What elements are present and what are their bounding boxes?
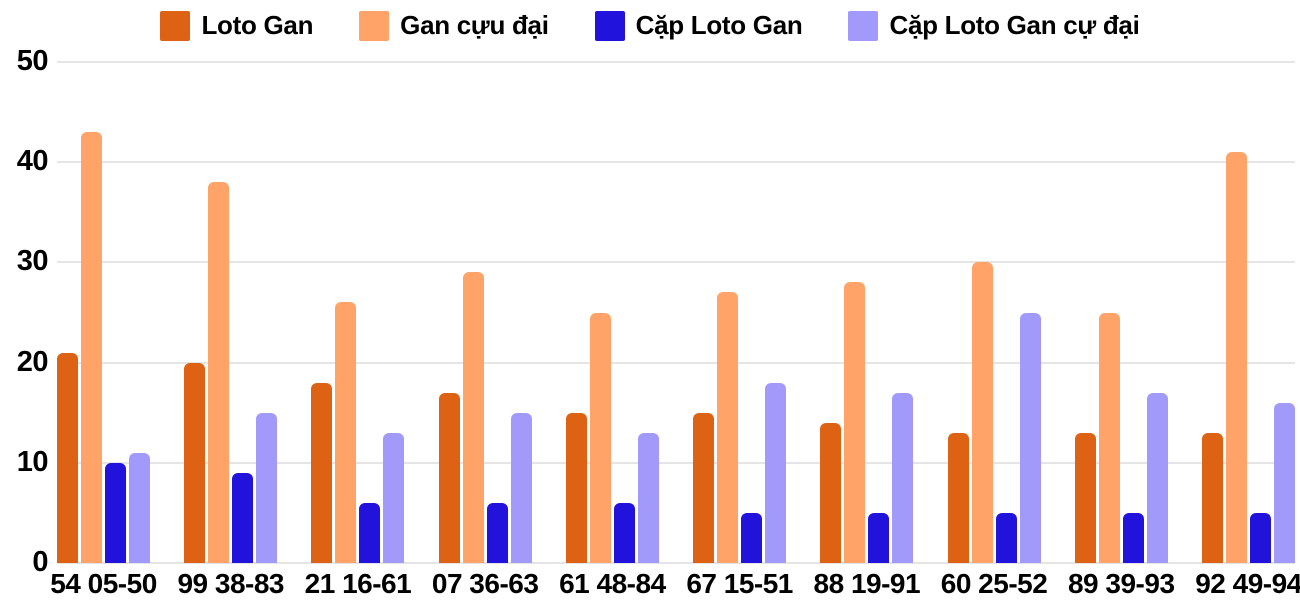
bar-group-6: 67 15-51: [686, 62, 793, 598]
bar-loto-gan-3[interactable]: [311, 382, 333, 563]
legend-label: Cặp Loto Gan: [635, 10, 803, 40]
legend-swatch-icon: [160, 10, 191, 41]
bar-loto-gan-8[interactable]: [947, 432, 969, 563]
bar-cặp-loto-gan-cự-đại-4[interactable]: [510, 412, 532, 563]
bar-gan-cựu-đại-2[interactable]: [208, 182, 230, 563]
bar-cặp-loto-gan-2[interactable]: [232, 472, 254, 563]
bar-cặp-loto-gan-7[interactable]: [868, 512, 890, 563]
legend-item-4[interactable]: Cặp Loto Gan cự đại: [848, 10, 1140, 41]
bar-gan-cựu-đại-8[interactable]: [971, 262, 993, 563]
bar-group-5: 61 48-84: [559, 62, 666, 598]
legend-swatch-icon: [359, 10, 390, 41]
bar-cặp-loto-gan-cự-đại-2[interactable]: [256, 412, 278, 563]
bar-cặp-loto-gan-cự-đại-8[interactable]: [1019, 312, 1041, 563]
bar-group-1: 54 05-50: [50, 62, 157, 598]
bar-cặp-loto-gan-8[interactable]: [995, 512, 1017, 563]
legend-swatch-icon: [594, 10, 625, 41]
gridline-y20: [57, 361, 1295, 364]
y-axis-tick-label: 20: [16, 345, 49, 378]
bar-loto-gan-7[interactable]: [820, 422, 842, 563]
bar-cặp-loto-gan-cự-đại-1[interactable]: [129, 452, 150, 563]
bar-cặp-loto-gan-cự-đại-6[interactable]: [765, 382, 787, 563]
bar-gan-cựu-đại-10[interactable]: [1225, 152, 1247, 563]
legend-item-3[interactable]: Cặp Loto Gan: [594, 10, 803, 41]
bar-group-7: 88 19-91: [814, 62, 921, 598]
bar-loto-gan-6[interactable]: [693, 412, 715, 563]
bar-loto-gan-2[interactable]: [184, 362, 206, 563]
bar-cặp-loto-gan-6[interactable]: [741, 512, 763, 563]
legend-label: Gan cựu đại: [400, 10, 549, 40]
x-axis-category-label: 88 19-91: [813, 568, 921, 599]
gridline-y50: [57, 61, 1295, 63]
bar-loto-gan-1[interactable]: [57, 352, 78, 563]
bar-cặp-loto-gan-4[interactable]: [486, 502, 508, 563]
bar-group-8: 60 25-52: [941, 62, 1048, 598]
bar-cặp-loto-gan-1[interactable]: [105, 462, 126, 563]
bar-gan-cựu-đại-3[interactable]: [335, 302, 357, 563]
bar-loto-gan-10[interactable]: [1201, 432, 1223, 563]
x-axis-category-label: 99 38-83: [177, 568, 284, 599]
legend-item-1[interactable]: Loto Gan: [160, 10, 313, 41]
bar-loto-gan-9[interactable]: [1074, 432, 1096, 563]
gridline-y40: [57, 161, 1295, 164]
x-axis-category-label: 89 39-93: [1067, 568, 1175, 599]
bar-group-9: 89 39-93: [1068, 62, 1175, 598]
legend-label: Loto Gan: [201, 10, 314, 40]
gridline-y10: [57, 461, 1295, 464]
y-axis-tick-label: 30: [16, 245, 49, 278]
bar-cặp-loto-gan-cự-đại-7[interactable]: [892, 392, 914, 563]
gridline-y30: [57, 261, 1295, 264]
bar-loto-gan-5[interactable]: [565, 412, 587, 563]
bar-cặp-loto-gan-9[interactable]: [1122, 512, 1144, 563]
bars-row: 54 05-50 99 38-83 21 16-61 07 36-63 61 48-84…: [50, 62, 1300, 598]
x-axis-category-label: 07 36-63: [431, 568, 539, 599]
bar-cặp-loto-gan-5[interactable]: [613, 502, 635, 563]
bar-cặp-loto-gan-cự-đại-9[interactable]: [1146, 392, 1168, 563]
x-axis-category-label: 92 49-94: [1195, 568, 1300, 599]
x-axis-category-label: 21 16-61: [304, 568, 412, 599]
bar-group-3: 21 16-61: [305, 62, 412, 598]
bar-cặp-loto-gan-3[interactable]: [359, 502, 381, 563]
bar-cặp-loto-gan-cự-đại-3[interactable]: [383, 432, 405, 563]
x-axis-category-label: 67 15-51: [686, 568, 793, 599]
bar-group-10: 92 49-94: [1195, 62, 1300, 598]
bar-gan-cựu-đại-1[interactable]: [81, 132, 102, 563]
gridline-y0: [57, 562, 1295, 564]
bar-gan-cựu-đại-7[interactable]: [844, 282, 866, 563]
bar-cặp-loto-gan-cự-đại-5[interactable]: [637, 432, 659, 563]
bar-gan-cựu-đại-5[interactable]: [589, 312, 611, 563]
bar-gan-cựu-đại-9[interactable]: [1098, 312, 1120, 563]
legend-swatch-icon: [848, 10, 879, 41]
y-axis-tick-label: 50: [16, 44, 49, 77]
y-axis-tick-label: 0: [32, 545, 48, 578]
bar-loto-gan-4[interactable]: [438, 392, 460, 563]
plot-area: 54 05-50 99 38-83 21 16-61 07 36-63 61 48-84…: [17, 46, 1300, 598]
bar-gan-cựu-đại-4[interactable]: [462, 272, 484, 563]
bar-gan-cựu-đại-6[interactable]: [717, 292, 739, 563]
x-axis-category-label: 61 48-84: [559, 568, 666, 599]
bar-group-2: 99 38-83: [177, 62, 284, 598]
x-axis-category-label: 54 05-50: [50, 568, 157, 599]
bar-group-4: 07 36-63: [432, 62, 539, 598]
y-axis-tick-label: 40: [16, 145, 49, 178]
y-axis-tick-label: 10: [16, 445, 49, 478]
bar-cặp-loto-gan-10[interactable]: [1249, 512, 1271, 563]
legend-label: Cặp Loto Gan cự đại: [889, 10, 1140, 40]
bar-cặp-loto-gan-cự-đại-10[interactable]: [1273, 402, 1295, 563]
legend-item-2[interactable]: Gan cựu đại: [359, 10, 549, 41]
x-axis-category-label: 60 25-52: [940, 568, 1048, 599]
legend: Loto Gan Gan cựu đại Cặp Loto Gan Cặp Loto …: [0, 10, 1300, 41]
